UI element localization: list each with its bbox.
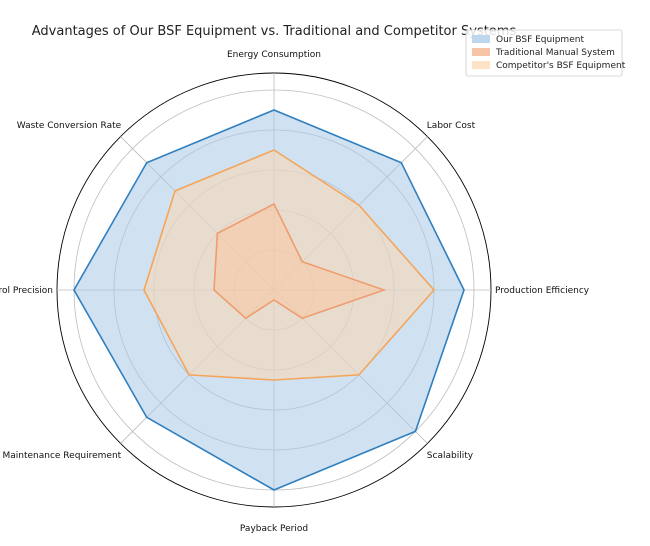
axis-label: Waste Conversion Rate <box>17 121 122 131</box>
axis-label: Labor Cost <box>427 121 476 131</box>
legend-label: Traditional Manual System <box>495 48 615 58</box>
axis-label: Control Precision <box>0 286 53 296</box>
axis-label: Production Efficiency <box>495 286 590 296</box>
axis-label: Scalability <box>427 451 474 461</box>
legend-label: Competitor's BSF Equipment <box>496 61 626 71</box>
axis-label: Payback Period <box>240 524 308 534</box>
series-fill-2 <box>144 150 434 380</box>
legend-frame <box>465 29 623 77</box>
axis-labels: Production Efficiency Labor Cost Energy Co… <box>0 50 590 534</box>
axis-label: Maintenance Requirement <box>2 451 121 461</box>
radar-series <box>73 109 465 491</box>
chart-title: Advantages of Our BSF Equipment vs. Trad… <box>32 24 517 39</box>
legend-swatch <box>472 35 490 43</box>
legend-label: Our BSF Equipment <box>496 35 584 45</box>
legend-swatch <box>472 61 490 69</box>
legend: Our BSF Equipment Traditional Manual Syst… <box>465 29 626 77</box>
axis-label: Energy Consumption <box>227 50 321 60</box>
series-line-2 <box>143 149 436 381</box>
legend-swatch <box>472 48 490 56</box>
series-line-0 <box>73 109 465 491</box>
